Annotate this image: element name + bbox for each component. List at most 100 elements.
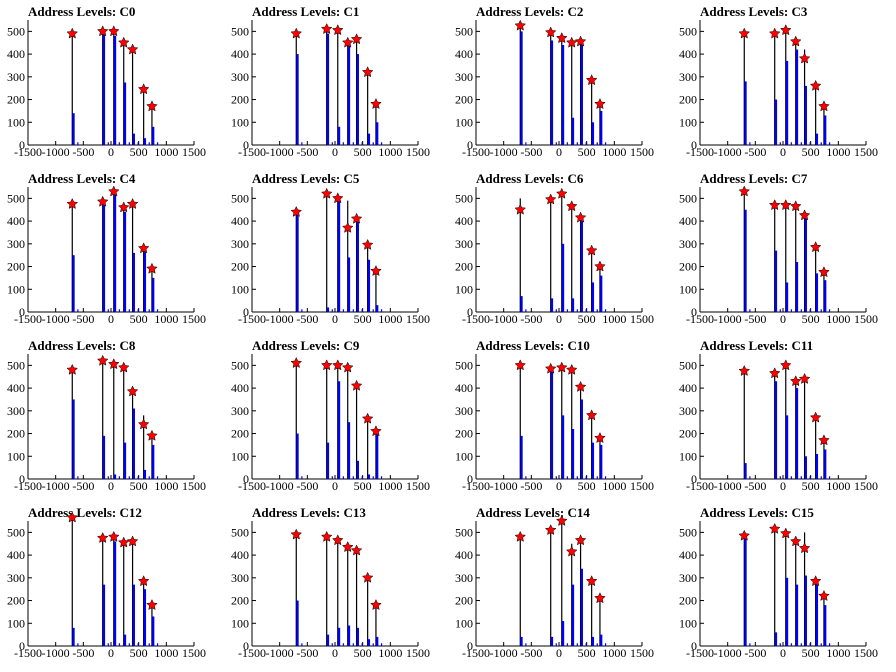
thin-bar [550, 367, 552, 479]
x-tick-label: 500 [578, 312, 596, 326]
thin-bar [743, 191, 745, 312]
y-tick-label: 200 [455, 260, 473, 274]
bar [774, 381, 778, 479]
y-tick-label: 100 [455, 449, 473, 463]
minor-bar [604, 643, 607, 646]
minor-bar [342, 309, 344, 312]
thin-bar [123, 541, 125, 646]
peak-marker [798, 52, 811, 64]
y-tick-label: 500 [679, 191, 697, 205]
panel-title: Address Levels: C10 [476, 338, 590, 353]
bar [571, 117, 575, 145]
thin-bar [131, 49, 134, 145]
x-tick-label: 0 [332, 479, 338, 493]
bar [561, 45, 565, 145]
x-tick-label: -500 [520, 479, 542, 493]
x-tick-label: 1000 [378, 646, 402, 660]
panel-title: Address Levels: C0 [28, 4, 135, 19]
peak-marker [514, 203, 527, 215]
y-tick-label: 400 [455, 214, 473, 228]
minor-bar [525, 309, 527, 312]
y-tick-label: 500 [7, 191, 25, 205]
y-tick-label: 300 [455, 237, 473, 251]
peak-marker [574, 534, 587, 546]
thin-bar [561, 193, 563, 312]
peak-marker [779, 24, 792, 36]
y-tick-label: 300 [455, 571, 473, 585]
y-tick-label: 500 [679, 24, 697, 38]
minor-bar [604, 309, 607, 312]
thin-bar [143, 248, 145, 312]
y-tick-label: 0 [467, 305, 473, 319]
thin-bar [579, 218, 582, 312]
bar [785, 282, 789, 312]
minor-bar [128, 643, 130, 646]
peak-marker [809, 79, 822, 91]
thin-bar [337, 198, 339, 312]
peak-marker [361, 238, 374, 250]
minor-bar [749, 476, 751, 479]
minor-bar [566, 142, 568, 145]
panel-title: Address Levels: C15 [700, 505, 814, 520]
minor-bar [342, 476, 344, 479]
peak-marker [66, 27, 79, 39]
thin-bar [591, 415, 593, 479]
y-tick-label: 400 [679, 214, 697, 228]
bar [102, 205, 106, 312]
thin-bar [375, 271, 377, 312]
y-tick-label: 200 [231, 93, 249, 107]
bar [296, 209, 299, 312]
thin-bar [785, 532, 787, 646]
thin-bar [774, 205, 776, 312]
bar [143, 248, 147, 312]
minor-bar [137, 643, 139, 646]
thin-bar [295, 33, 297, 145]
bar [132, 133, 135, 145]
minor-bar [156, 142, 159, 145]
x-tick-label: 1500 [854, 646, 878, 660]
x-tick-label: 1000 [602, 145, 626, 159]
thin-bar [326, 29, 328, 145]
thin-bar [579, 388, 582, 479]
x-tick-label: 1000 [154, 479, 178, 493]
minor-bar [118, 309, 120, 312]
y-tick-label: 400 [455, 381, 473, 395]
x-tick-label: 1500 [854, 312, 878, 326]
thin-bar [337, 29, 339, 145]
peak-marker [331, 534, 344, 546]
thin-bar [519, 365, 521, 479]
x-tick-label: 1500 [630, 145, 654, 159]
x-tick-label: -500 [520, 312, 542, 326]
minor-bar [800, 309, 802, 312]
y-tick-label: 200 [231, 594, 249, 608]
thin-bar [550, 198, 552, 312]
x-tick-label: 0 [108, 479, 114, 493]
minor-bar [361, 643, 363, 646]
x-tick-label: -1500 [462, 646, 490, 660]
thin-bar [347, 367, 349, 479]
bar [376, 636, 379, 646]
peak-marker [290, 356, 303, 369]
peak-marker [585, 575, 598, 587]
bar [824, 280, 827, 312]
thin-bar [337, 365, 339, 479]
thin-bar [102, 31, 104, 146]
y-tick-label: 300 [231, 70, 249, 84]
x-tick-label: 500 [130, 646, 148, 660]
x-tick-label: 500 [130, 479, 148, 493]
x-tick-label: 1000 [154, 145, 178, 159]
minor-bar [749, 142, 751, 145]
peak-marker [798, 209, 811, 221]
peak-marker [779, 199, 792, 211]
peak-marker [544, 362, 557, 374]
minor-bar [107, 142, 109, 145]
bar [102, 435, 106, 479]
minor-bar [372, 476, 374, 479]
bar [326, 33, 330, 145]
y-tick-label: 300 [7, 237, 25, 251]
bar [815, 582, 819, 646]
x-tick-label: 1500 [182, 479, 206, 493]
y-tick-label: 200 [7, 260, 25, 274]
x-tick-label: -1500 [462, 145, 490, 159]
y-tick-label: 400 [7, 214, 25, 228]
